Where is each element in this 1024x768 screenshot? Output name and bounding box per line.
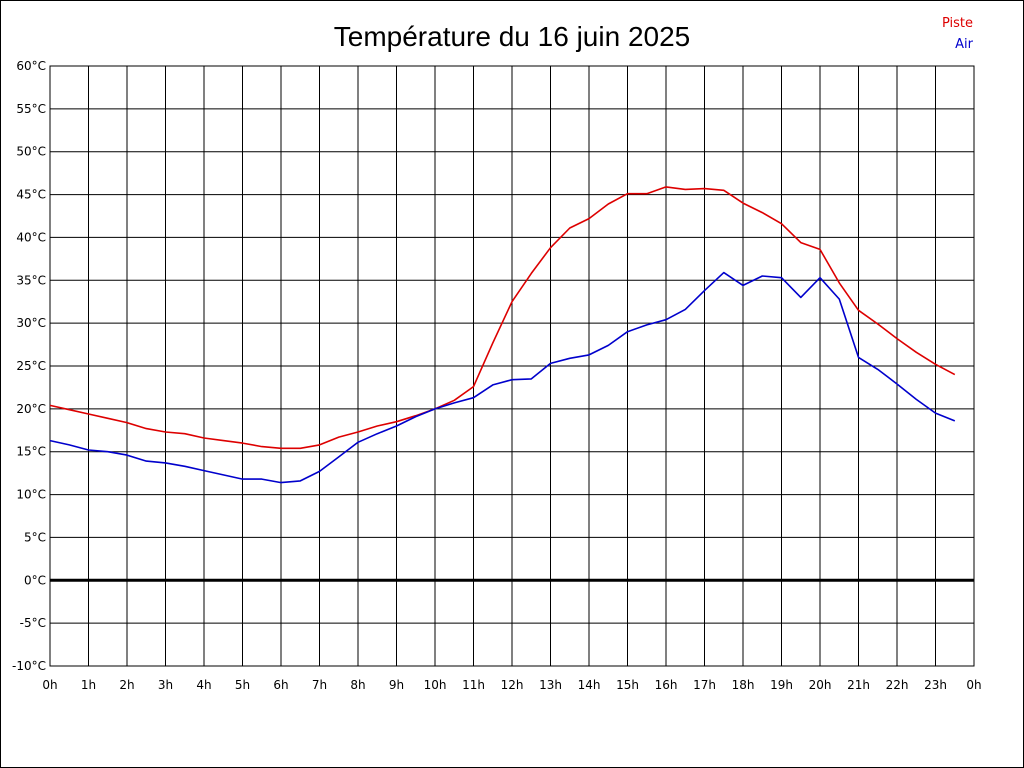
y-tick-label: 60°C — [16, 59, 46, 73]
x-tick-label: 4h — [196, 678, 211, 692]
y-tick-label: -5°C — [20, 616, 46, 630]
y-tick-label: 5°C — [24, 530, 46, 544]
y-tick-label: 55°C — [16, 102, 46, 116]
y-tick-label: 20°C — [16, 402, 46, 416]
x-tick-label: 20h — [809, 678, 832, 692]
x-tick-label: 1h — [81, 678, 96, 692]
y-tick-label: 0°C — [24, 573, 46, 587]
chart-title: Température du 16 juin 2025 — [334, 21, 690, 52]
x-tick-label: 22h — [886, 678, 909, 692]
legend-item-air: Air — [955, 37, 974, 52]
y-tick-label: 45°C — [16, 188, 46, 202]
x-tick-label: 23h — [924, 678, 947, 692]
x-tick-label: 5h — [235, 678, 250, 692]
x-tick-label: 19h — [770, 678, 793, 692]
x-tick-label: 12h — [501, 678, 524, 692]
x-tick-label: 6h — [273, 678, 288, 692]
y-tick-label: 40°C — [16, 230, 46, 244]
y-tick-label: 15°C — [16, 445, 46, 459]
grid-lines — [50, 66, 974, 666]
y-tick-label: 10°C — [16, 488, 46, 502]
x-tick-label: 0h — [42, 678, 57, 692]
series-line-air — [49, 271, 956, 484]
data-series — [49, 186, 956, 484]
x-tick-label: 9h — [389, 678, 404, 692]
x-axis-ticks: 0h 1h 2h 3h 4h 5h 6h 7h 8h 9h 10h 11h 12h 13h 14h 15h 16… — [42, 678, 981, 692]
x-tick-label: 10h — [424, 678, 447, 692]
x-tick-label: 21h — [847, 678, 870, 692]
y-axis-ticks: 60°C 55°C 50°C 45°C 40°C 35°C 30°C 25°C 20°C 15°C… — [12, 59, 46, 673]
y-tick-label: 25°C — [16, 359, 46, 373]
y-tick-label: 35°C — [16, 273, 46, 287]
x-tick-label: 7h — [312, 678, 327, 692]
x-tick-label: 14h — [578, 678, 601, 692]
series-line-piste — [49, 186, 956, 450]
x-tick-label: 11h — [462, 678, 485, 692]
x-tick-label: 15h — [616, 678, 639, 692]
legend: Piste Air — [942, 16, 974, 52]
x-tick-label: 13h — [539, 678, 562, 692]
x-tick-label: 0h — [966, 678, 981, 692]
x-tick-label: 3h — [158, 678, 173, 692]
legend-item-piste: Piste — [942, 16, 973, 31]
x-tick-label: 16h — [655, 678, 678, 692]
x-tick-label: 2h — [119, 678, 134, 692]
x-tick-label: 8h — [350, 678, 365, 692]
x-tick-label: 17h — [693, 678, 716, 692]
x-tick-label: 18h — [732, 678, 755, 692]
y-tick-label: 30°C — [16, 316, 46, 330]
y-tick-label: -10°C — [12, 659, 46, 673]
y-tick-label: 50°C — [16, 145, 46, 159]
